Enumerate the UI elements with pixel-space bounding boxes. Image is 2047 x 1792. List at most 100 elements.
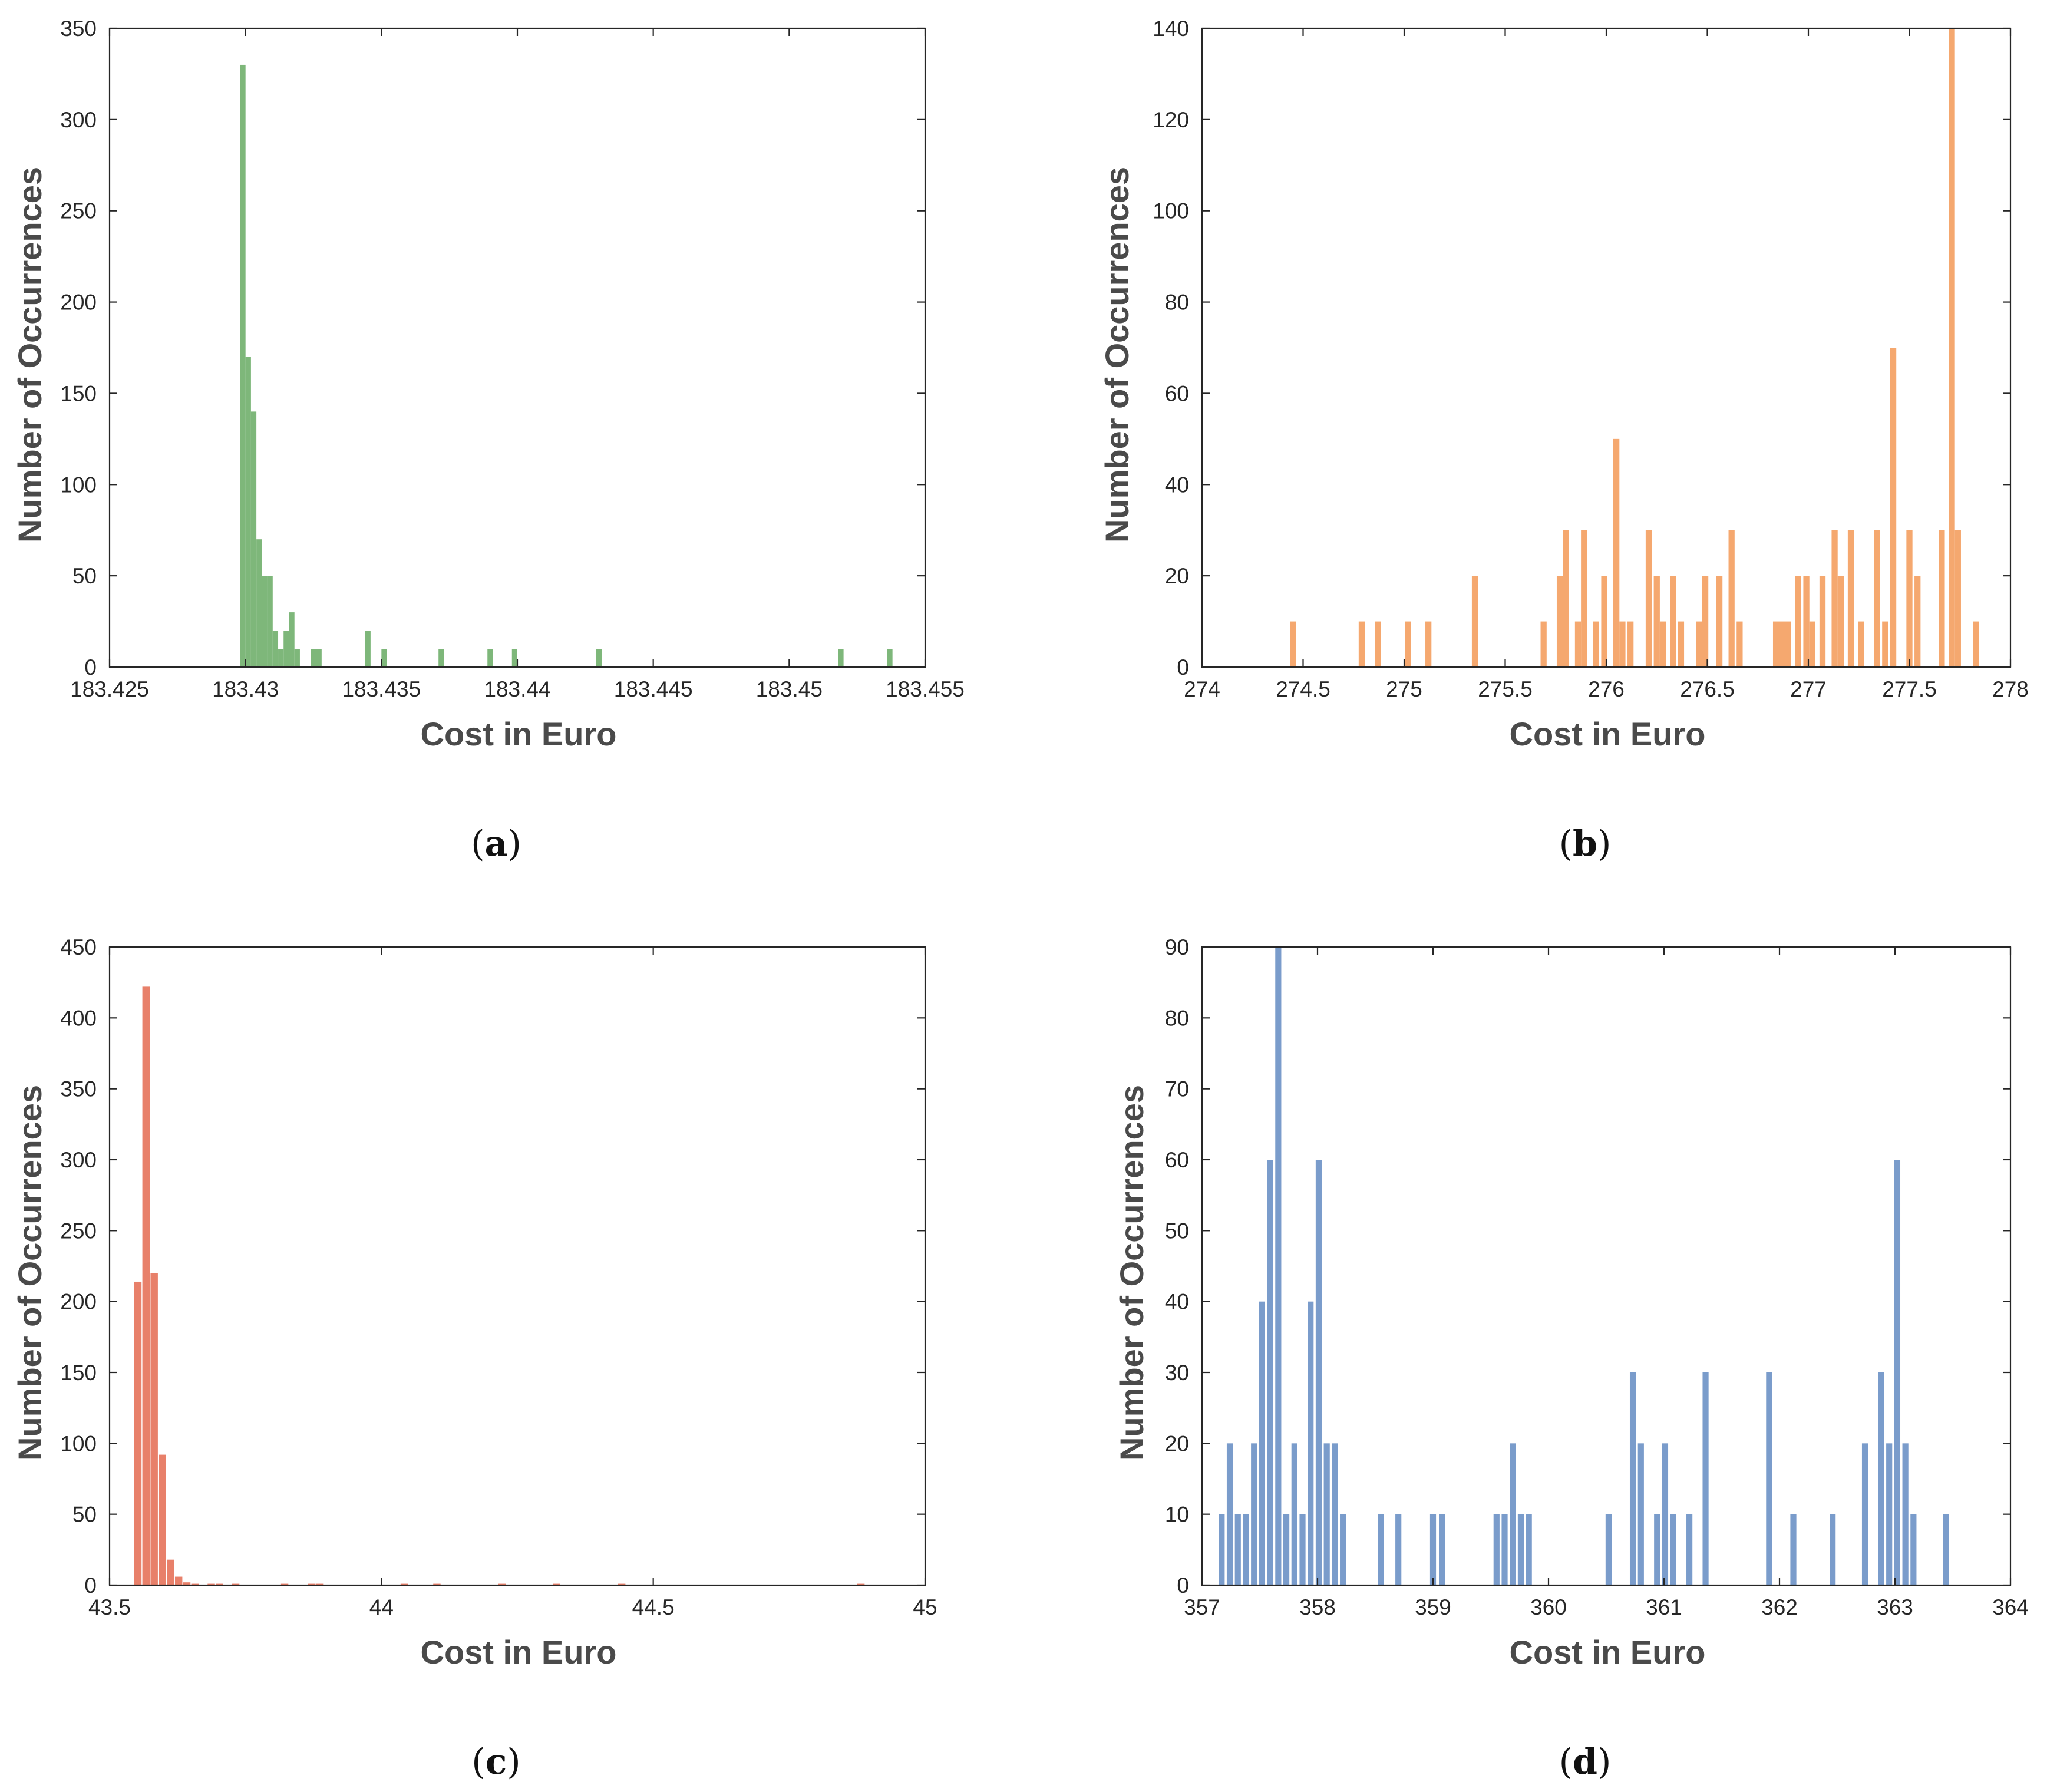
bar-b-38 [1882,621,1888,667]
x-tick-label-b-2: 275 [1386,677,1422,701]
bar-d-8 [1283,1514,1290,1585]
y-axis-label-d: Number of Occurrences [1113,1085,1150,1461]
bar-b-6 [1540,621,1547,667]
bar-b-30 [1803,576,1810,667]
y-axis-label-b: Number of Occurrences [1098,167,1135,543]
y-tick-label-b-0: 0 [1177,655,1189,679]
x-tick-label-a-2: 183.435 [342,677,421,701]
bar-a-12 [316,649,322,667]
bar-b-11 [1593,621,1599,667]
bar-b-12 [1601,576,1607,667]
x-tick-label-d-7: 364 [1992,1595,2029,1619]
bar-d-27 [1637,1443,1644,1585]
axes-b: 274 274.5 275 275.5 276 276.5 277 277.5 278 0 20 40… [1153,16,2029,701]
y-tick-label-d-0: 0 [1177,1573,1189,1598]
bar-b-21 [1696,621,1702,667]
y-tick-label-a-0: 0 [84,655,97,679]
bar-d-23 [1517,1514,1524,1585]
bar-d-6 [1267,1160,1273,1585]
bar-d-22 [1510,1443,1516,1585]
x-tick-label-b-3: 275.5 [1478,677,1533,701]
bar-d-24 [1526,1514,1532,1585]
bar-c-11 [280,1583,289,1585]
bar-b-15 [1627,621,1634,667]
bar-b-35 [1847,530,1854,667]
bar-a-8 [283,631,289,667]
bar-b-45 [1973,621,1979,667]
x-tick-label-b-8: 278 [1992,677,2029,701]
bar-b-14 [1619,621,1626,667]
y-axis-label-c: Number of Occurrences [11,1085,48,1461]
bar-d-37 [1878,1372,1884,1585]
bar-b-43 [1949,28,1955,667]
bars-c [134,986,865,1585]
bar-b-23 [1716,576,1723,667]
y-tick-label-a-5: 250 [60,199,97,223]
y-tick-label-c-3: 150 [60,1361,97,1385]
x-tick-label-d-3: 360 [1530,1595,1567,1619]
bar-b-20 [1678,621,1685,667]
bar-d-2 [1234,1514,1241,1585]
caption-d: (d) [1559,1741,1612,1783]
bar-d-35 [1830,1514,1836,1585]
bar-c-7 [191,1583,199,1585]
bar-d-1 [1226,1443,1233,1585]
bar-a-3 [256,539,262,667]
bar-b-36 [1858,621,1864,667]
bar-b-8 [1563,530,1569,667]
bar-c-10 [232,1583,240,1585]
x-tick-label-d-6: 363 [1877,1595,1913,1619]
y-tick-label-a-1: 50 [72,564,97,588]
bar-d-33 [1766,1372,1772,1585]
bars-a [240,64,893,667]
y-tick-label-a-3: 150 [60,381,97,405]
bars-b [1290,28,1979,667]
bar-c-6 [183,1582,191,1585]
bar-a-15 [438,649,444,667]
x-tick-label-c-2: 44.5 [632,1595,675,1619]
y-tick-label-d-5: 50 [1165,1219,1189,1243]
bar-b-40 [1906,530,1913,667]
bar-c-0 [134,1281,142,1585]
caption-c: (c) [471,1741,520,1783]
bar-b-24 [1728,530,1735,667]
bar-b-19 [1670,576,1676,667]
bar-a-4 [262,576,268,667]
bar-d-38 [1886,1443,1893,1585]
bar-b-17 [1653,576,1660,667]
bar-d-5 [1259,1301,1266,1585]
bar-d-42 [1943,1514,1949,1585]
y-tick-label-a-2: 100 [60,473,97,497]
x-tick-label-b-5: 276.5 [1680,677,1735,701]
bar-c-14 [400,1583,408,1585]
bar-d-16 [1378,1514,1384,1585]
bar-d-0 [1219,1514,1225,1585]
bar-b-44 [1954,530,1961,667]
bar-b-37 [1874,530,1880,667]
bar-d-17 [1395,1514,1402,1585]
bar-b-9 [1574,621,1582,667]
bar-d-25 [1605,1514,1612,1585]
x-tick-label-d-1: 358 [1299,1595,1336,1619]
x-tick-label-c-1: 44 [369,1595,394,1619]
x-tick-label-b-0: 274 [1184,677,1220,701]
panel-a: 183.425 183.43 183.435 183.44 183.445 183.45 1… [11,16,965,864]
bar-d-19 [1439,1514,1445,1585]
y-tick-label-a-4: 200 [60,291,97,315]
bar-d-21 [1501,1514,1508,1585]
x-tick-label-d-4: 361 [1646,1595,1682,1619]
y-tick-label-d-9: 90 [1165,935,1189,959]
x-axis-label-b: Cost in Euro [1510,715,1706,753]
bar-c-8 [207,1583,215,1585]
bar-a-9 [289,612,295,667]
y-tick-label-d-3: 30 [1165,1361,1189,1385]
bar-b-16 [1645,530,1652,667]
y-tick-label-d-6: 60 [1165,1148,1189,1172]
x-tick-label-d-0: 357 [1184,1595,1220,1619]
bar-d-40 [1902,1443,1909,1585]
x-tick-label-a-3: 183.44 [484,677,550,701]
y-axis-label-a: Number of Occurrences [11,167,48,543]
bar-d-30 [1670,1514,1676,1585]
bar-b-28 [1785,621,1791,667]
y-tick-label-b-3: 60 [1165,381,1189,405]
